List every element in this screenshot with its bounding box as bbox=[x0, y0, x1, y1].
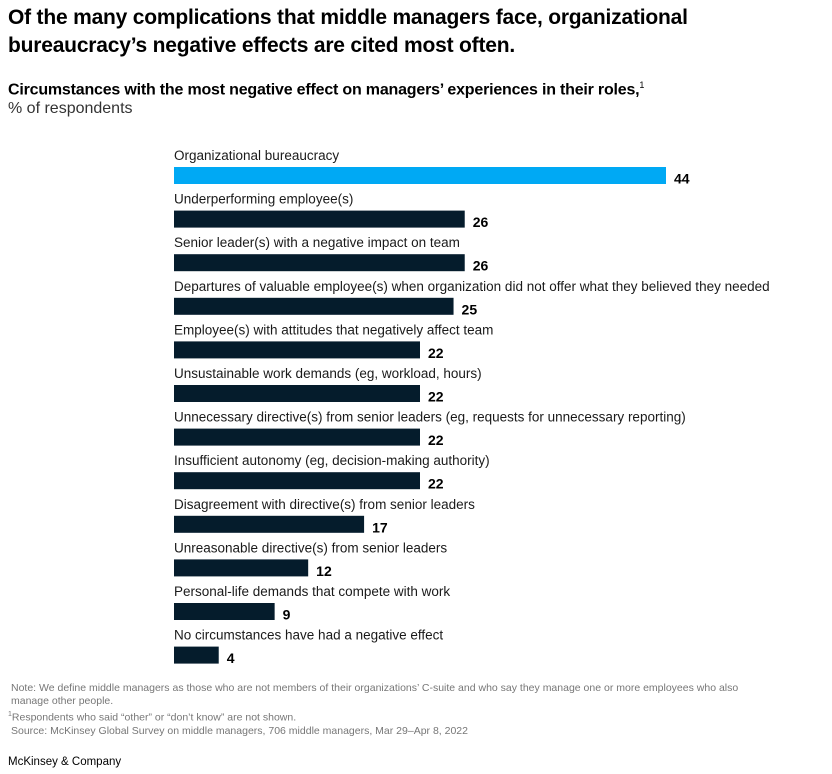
value-label: 26 bbox=[473, 258, 489, 274]
subtitle-footnote-marker: 1 bbox=[639, 80, 645, 90]
bar-chart: Organizational bureaucracy 44 Underperform… bbox=[174, 148, 770, 666]
bar bbox=[174, 559, 309, 577]
bar-row: Personal-life demands that compete with … bbox=[174, 584, 450, 623]
bar bbox=[174, 603, 275, 620]
bar-row: Unreasonable directive(s) from senior le… bbox=[174, 540, 447, 579]
bar bbox=[174, 515, 365, 533]
footnote-text: Respondents who said “other” or “don’t k… bbox=[11, 711, 297, 724]
bar bbox=[174, 341, 420, 359]
bar-row: Departures of valuable employee(s) when … bbox=[174, 279, 770, 317]
category-label: Employee(s) with attitudes that negative… bbox=[174, 322, 493, 337]
note-line-1: Note: We define middle managers as those… bbox=[11, 682, 739, 694]
value-label: 22 bbox=[428, 389, 444, 405]
bar bbox=[174, 297, 454, 315]
source-line: Source: McKinsey Global Survey on middle… bbox=[11, 724, 468, 737]
brand-logo: McKinsey & Company bbox=[8, 756, 122, 768]
notes: Note: We define middle managers as those… bbox=[8, 682, 808, 738]
category-label: Insufficient autonomy (eg, decision-maki… bbox=[174, 453, 490, 468]
bar-row: Organizational bureaucracy 44 bbox=[174, 148, 690, 187]
bar-row: Underperforming employee(s) 26 bbox=[174, 192, 489, 230]
category-label: Organizational bureaucracy bbox=[174, 148, 339, 163]
bar-row: Employee(s) with attitudes that negative… bbox=[174, 322, 493, 361]
bar bbox=[174, 646, 219, 664]
bar bbox=[174, 254, 465, 272]
bar bbox=[174, 167, 666, 184]
value-label: 25 bbox=[462, 301, 478, 317]
footnote: 1Respondents who said “other” or “don’t … bbox=[8, 708, 808, 725]
bar bbox=[174, 385, 420, 402]
bar-row: Disagreement with directive(s) from seni… bbox=[174, 497, 475, 535]
units-label: % of respondents bbox=[8, 100, 133, 117]
category-label: No circumstances have had a negative eff… bbox=[174, 628, 443, 643]
category-label: Unsustainable work demands (eg, workload… bbox=[174, 366, 482, 381]
category-label: Unnecessary directive(s) from senior lea… bbox=[174, 410, 686, 425]
subtitle-text: Circumstances with the most negative eff… bbox=[8, 81, 640, 99]
chart-title: Of the many complications that middle ma… bbox=[8, 6, 688, 57]
value-label: 4 bbox=[227, 650, 235, 666]
bar-row: Unsustainable work demands (eg, workload… bbox=[174, 366, 482, 405]
value-label: 17 bbox=[372, 519, 388, 535]
category-label: Underperforming employee(s) bbox=[174, 192, 353, 207]
value-label: 9 bbox=[283, 607, 291, 623]
value-label: 22 bbox=[428, 432, 444, 448]
bar-row: Unnecessary directive(s) from senior lea… bbox=[174, 410, 686, 448]
value-label: 12 bbox=[316, 563, 332, 579]
value-label: 22 bbox=[428, 476, 444, 492]
bar-row: Senior leader(s) with a negative impact … bbox=[174, 235, 489, 274]
category-label: Unreasonable directive(s) from senior le… bbox=[174, 540, 447, 555]
bar bbox=[174, 210, 465, 228]
category-label: Personal-life demands that compete with … bbox=[174, 584, 450, 599]
bar-row: Insufficient autonomy (eg, decision-maki… bbox=[174, 453, 490, 492]
chart-subtitle: Circumstances with the most negative eff… bbox=[8, 80, 644, 99]
bar bbox=[174, 428, 420, 446]
bar-row: No circumstances have had a negative eff… bbox=[174, 628, 443, 666]
category-label: Disagreement with directive(s) from seni… bbox=[174, 497, 475, 512]
value-label: 26 bbox=[473, 214, 489, 230]
bar bbox=[174, 472, 420, 490]
footnote-marker: 1 bbox=[8, 711, 12, 718]
value-label: 44 bbox=[674, 171, 690, 187]
category-label: Senior leader(s) with a negative impact … bbox=[174, 235, 460, 250]
value-label: 22 bbox=[428, 345, 444, 361]
note-line-2: manage other people. bbox=[11, 695, 114, 707]
category-label: Departures of valuable employee(s) when … bbox=[174, 279, 770, 294]
